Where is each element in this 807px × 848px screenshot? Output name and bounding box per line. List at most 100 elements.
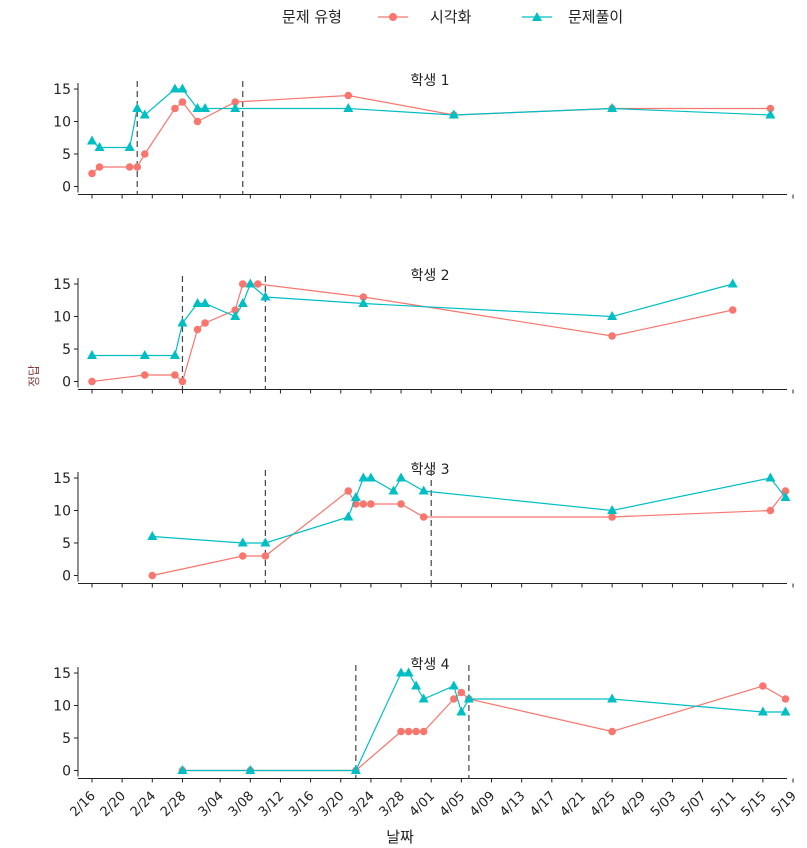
- data-point: [608, 727, 616, 736]
- data-point: [88, 169, 96, 178]
- data-point: [344, 91, 353, 100]
- data-point: [759, 682, 767, 690]
- y-tick-label: 0: [62, 375, 71, 391]
- panel-2: 학생 2 0 5 10 15: [53, 268, 794, 394]
- x-tick-label: 3/28: [377, 789, 408, 820]
- data-point: [95, 163, 104, 171]
- data-point: [177, 83, 188, 93]
- legend: 문제 유형 시각화 문제풀이: [282, 8, 623, 26]
- panels: 학생 1 0 5 10 15 학생 2 0 5 10 15 학생 3 0 5 10 15 학생 4 0 5 10 15: [53, 73, 794, 783]
- data-point: [148, 571, 157, 580]
- data-point: [231, 306, 240, 314]
- x-tick-label: 4/13: [497, 789, 528, 820]
- legend-item-visual: 시각화: [378, 8, 472, 26]
- legend-marker-visual: [389, 13, 397, 21]
- data-point: [396, 667, 407, 677]
- y-tick-label: 5: [62, 342, 71, 358]
- series-line: [91, 88, 771, 149]
- data-point: [140, 150, 149, 158]
- y-tick-label: 5: [62, 147, 71, 163]
- y-tick-label: 10: [53, 504, 71, 520]
- data-point: [140, 371, 149, 379]
- x-tick-label: 5/15: [738, 789, 769, 820]
- data-point: [87, 135, 97, 145]
- data-point: [781, 487, 790, 495]
- data-point: [245, 278, 256, 288]
- data-point: [419, 513, 428, 521]
- series-problem: [87, 83, 776, 151]
- data-point: [343, 511, 354, 521]
- x-axis-title: 날짜: [386, 828, 414, 846]
- data-point: [192, 103, 203, 112]
- data-point: [343, 103, 354, 112]
- x-tick-label: 3/04: [196, 789, 227, 820]
- data-point: [463, 693, 474, 703]
- data-point: [388, 485, 399, 495]
- data-point: [358, 298, 369, 307]
- panel-title: 학생 4: [410, 657, 449, 673]
- legend-item-problem: 문제풀이: [522, 8, 623, 26]
- y-tick-label: 5: [62, 536, 71, 552]
- data-point: [727, 278, 738, 288]
- data-point: [448, 680, 459, 690]
- data-point: [200, 298, 211, 307]
- data-point: [608, 332, 616, 340]
- data-point: [201, 319, 209, 327]
- data-point: [397, 727, 405, 736]
- data-point: [367, 500, 375, 508]
- data-point: [231, 98, 240, 106]
- x-tick-label: 3/12: [256, 789, 287, 820]
- x-tick-label: 4/09: [467, 789, 498, 820]
- series-line: [91, 94, 771, 174]
- data-point: [728, 306, 737, 314]
- x-tick-label: 4/05: [437, 789, 468, 820]
- data-point: [350, 492, 361, 501]
- x-tick-label: 4/29: [618, 789, 649, 820]
- data-point: [781, 695, 790, 703]
- data-point: [139, 350, 150, 359]
- series-problem: [87, 278, 738, 359]
- data-point: [403, 667, 414, 677]
- data-point: [139, 109, 150, 119]
- data-point: [765, 109, 776, 119]
- data-point: [245, 765, 256, 774]
- series-line: [152, 490, 786, 577]
- data-point: [88, 377, 96, 386]
- x-tick-label: 3/24: [346, 789, 377, 820]
- series-line: [92, 282, 733, 357]
- y-tick-label: 0: [62, 764, 71, 780]
- data-point: [757, 706, 768, 716]
- data-point: [765, 472, 776, 482]
- data-point: [171, 104, 179, 113]
- data-point: [230, 311, 241, 320]
- x-tick-label: 4/01: [407, 789, 438, 820]
- panel-3: 학생 3 0 5 10 15: [53, 462, 794, 588]
- data-point: [261, 552, 270, 560]
- data-point: [132, 103, 143, 112]
- data-point: [418, 485, 429, 495]
- data-point: [350, 765, 361, 774]
- data-point: [412, 727, 420, 736]
- data-point: [260, 291, 271, 301]
- data-point: [419, 727, 428, 736]
- data-point: [344, 487, 353, 495]
- panel-title: 학생 2: [410, 268, 449, 284]
- data-point: [607, 311, 618, 320]
- data-point: [178, 377, 187, 386]
- data-point: [238, 280, 247, 288]
- data-point: [404, 727, 413, 736]
- y-tick-label: 10: [53, 699, 71, 715]
- data-point: [230, 103, 241, 112]
- x-tick-label: 5/11: [708, 789, 739, 820]
- data-point: [607, 103, 618, 112]
- data-point: [169, 350, 180, 359]
- data-point: [607, 505, 618, 514]
- x-tick-label: 4/21: [558, 789, 589, 820]
- data-point: [193, 117, 202, 126]
- data-point: [237, 537, 248, 547]
- data-point: [608, 513, 616, 521]
- data-point: [193, 325, 202, 334]
- y-tick-label: 5: [62, 731, 71, 747]
- data-point: [192, 298, 203, 307]
